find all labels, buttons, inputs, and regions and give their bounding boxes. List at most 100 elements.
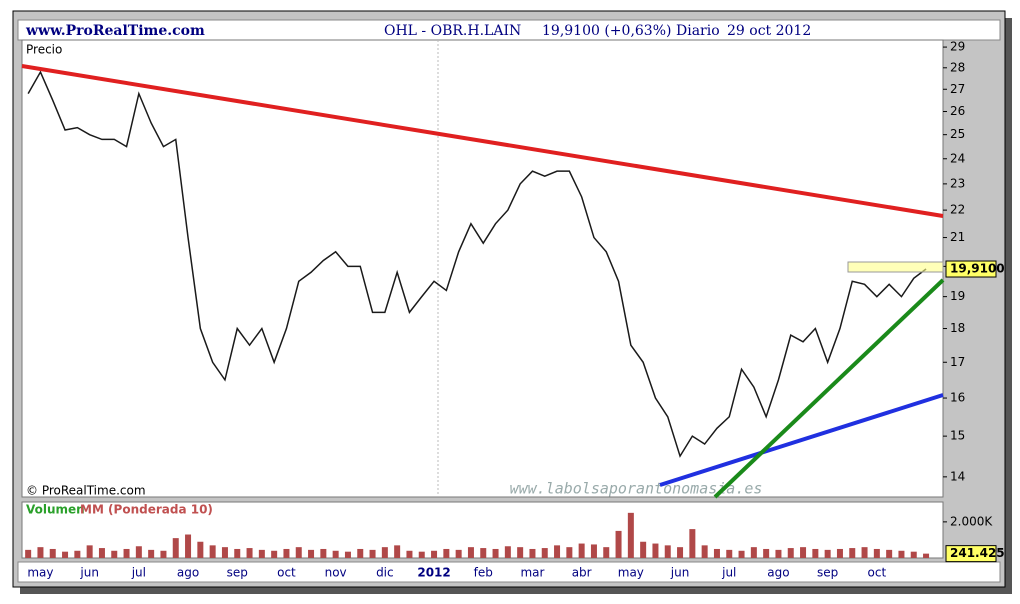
last-price-label: 19,9100 [950,262,1005,276]
x-tick-label: feb [474,566,493,580]
volume-bar [455,549,462,558]
volume-bar [849,548,856,558]
volume-bar [431,550,438,558]
x-tick-label: mar [520,566,544,580]
volume-bar [701,545,708,558]
volume-bar [886,549,893,558]
y-tick-label: 29 [950,40,965,54]
volume-bar [689,529,696,558]
volume-bar [111,550,118,558]
volume-bar [750,547,757,558]
volume-bar [578,543,585,558]
volume-bar [25,549,32,558]
volume-subtitle: MM (Ponderada 10) [80,503,213,517]
volume-bar [627,512,634,558]
volume-bar [221,547,228,558]
volume-bar [824,549,831,558]
volume-bar [873,548,880,558]
volume-bar [800,547,807,558]
volume-bar [234,548,241,558]
range-box [847,261,944,273]
y-tick-label: 22 [950,203,965,217]
y-tick-label: 14 [950,469,965,483]
volume-bar [209,545,216,558]
volume-bar [640,541,647,558]
volume-bar [332,550,339,558]
volume-bar [923,553,930,558]
x-tick-label: nov [325,566,347,580]
volume-bar [898,550,905,558]
volume-bar [713,548,720,558]
x-tick-label: oct [868,566,887,580]
volume-bar [836,548,843,558]
volume-bar [308,549,315,558]
site: www.ProRealTime.com [25,23,205,39]
volume-bar [172,538,179,558]
volume-bar [664,545,671,558]
y-tick-label: 2.000K [950,514,993,528]
x-axis-bar [17,561,1001,583]
period: Diario [676,23,720,39]
price-panel [21,39,944,498]
volume-bar [910,551,917,558]
volume-bar [295,547,302,558]
price-title: Precio [26,43,62,57]
trend-line [713,278,945,499]
volume-bar [861,547,868,558]
volume-bar [62,551,69,558]
quote: 19,9100 (+0,63%) [542,23,671,39]
volume-bar [517,547,524,558]
y-tick-label: 25 [950,127,965,141]
volume-bar [74,550,81,558]
date: 29 oct 2012 [727,23,811,39]
x-tick-label: dic [376,566,394,580]
volume-bar [738,550,745,558]
x-tick-label: jul [721,566,736,580]
volume-bar [271,550,278,558]
volume-bar [443,548,450,558]
volume-bar [197,541,204,558]
resistance-line [21,64,944,218]
volume-bar [763,548,770,558]
volume-bar [554,545,561,558]
last-price-label-box [945,260,997,278]
volume-bar [258,549,265,558]
y-tick-label: 18 [950,321,965,335]
copyright: © ProRealTime.com [26,484,146,498]
last-volume-label-box [945,545,997,563]
y-tick-label: 17 [950,355,965,369]
volume-bar [677,547,684,558]
volume-bar [160,550,167,558]
volume-bar [135,546,142,558]
x-tick-label: may [27,566,53,580]
marks: 141516171819202122232425262728292.000K [25,40,993,558]
volume-bar [406,550,413,558]
y-tick-label: 27 [950,82,965,96]
x-tick-label: oct [277,566,296,580]
volume-bar [480,548,487,558]
y-tick-label: 21 [950,230,965,244]
volume-bar [123,548,130,558]
volume-bar [812,548,819,558]
volume-bar [652,543,659,558]
x-tick-label: 2012 [417,566,450,580]
y-tick-label: 23 [950,176,965,190]
y-tick-label: 24 [950,151,965,165]
volume-bar [185,534,192,558]
x-tick-label: ago [767,566,789,580]
volume-bar [344,551,351,558]
last-volume-label: 241.425 [950,546,1005,560]
watermark: www.labolsaporantonomasia.es [510,480,763,498]
volume-bar [529,548,536,558]
volume-bar [246,548,253,558]
volume-bar [283,548,290,558]
y-tick-label: 15 [950,429,965,443]
volume-bar [775,549,782,558]
x-tick-label: sep [227,566,248,580]
volume-bar [148,549,155,558]
y-tick-label: 19 [950,289,965,303]
volume-bar [541,548,548,558]
y-tick-label: 26 [950,104,965,118]
volume-bar [504,546,511,558]
volume-bar [381,547,388,558]
